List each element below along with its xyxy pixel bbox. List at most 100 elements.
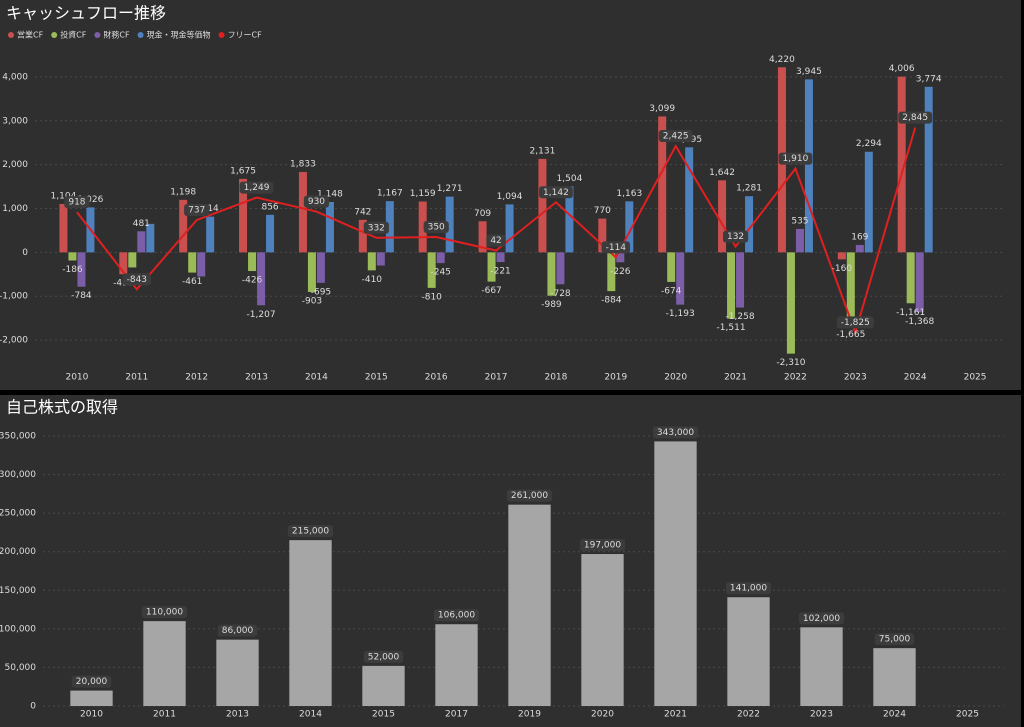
data-label: -728 <box>550 289 571 299</box>
bar <box>206 216 215 253</box>
data-label: 930 <box>308 197 325 207</box>
data-label: -410 <box>362 275 383 285</box>
y-tick-label: 4,000 <box>2 72 28 82</box>
data-label: 20,000 <box>76 677 108 687</box>
data-label: 742 <box>354 207 371 217</box>
bar <box>795 228 804 253</box>
x-tick-label: 2020 <box>591 710 614 720</box>
x-tick-label: 2010 <box>80 710 103 720</box>
data-label: -903 <box>302 296 322 306</box>
data-label: 1,159 <box>410 189 436 199</box>
y-tick-label: 50,000 <box>5 663 37 673</box>
legend-marker <box>8 32 14 38</box>
label-background <box>725 582 772 595</box>
x-tick-label: 2024 <box>883 710 906 720</box>
bar <box>427 252 436 288</box>
data-label: -160 <box>832 264 853 274</box>
label-background <box>798 612 845 625</box>
bar <box>658 116 667 253</box>
bar <box>804 79 813 253</box>
data-label: 709 <box>474 209 491 219</box>
x-tick-label: 2019 <box>604 373 627 383</box>
data-label: 1,642 <box>709 168 735 178</box>
data-label: 52,000 <box>368 652 400 662</box>
bar <box>915 252 924 313</box>
y-tick-label: 3,000 <box>2 116 28 126</box>
data-label: 2,294 <box>856 139 882 149</box>
data-label: 1,148 <box>317 190 343 200</box>
x-tick-label: 2011 <box>125 373 148 383</box>
data-label: 1,271 <box>437 184 463 194</box>
bar <box>727 597 770 706</box>
data-label: -1,161 <box>896 308 925 318</box>
label-background <box>539 186 573 199</box>
data-label: 481 <box>133 219 150 229</box>
data-label: 770 <box>594 206 611 216</box>
data-label: 1,833 <box>290 159 316 169</box>
x-tick-label: 2021 <box>724 373 747 383</box>
data-label: 1,675 <box>230 166 256 176</box>
data-label: 1,167 <box>377 189 403 199</box>
x-tick-label: 2014 <box>299 710 322 720</box>
bar <box>924 86 933 253</box>
data-label: -674 <box>661 286 682 296</box>
bar <box>436 252 445 264</box>
x-tick-label: 2024 <box>904 373 927 383</box>
label-background <box>778 152 813 165</box>
bar <box>289 540 332 706</box>
bar <box>59 203 68 253</box>
bar <box>70 690 113 706</box>
data-label: 737 <box>188 206 205 216</box>
data-label: -221 <box>490 267 510 277</box>
data-label: -186 <box>62 265 83 275</box>
data-label: -884 <box>601 296 622 306</box>
legend-label: フリーCF <box>228 31 263 40</box>
data-label: 343,000 <box>657 428 694 438</box>
bar <box>505 204 514 253</box>
line <box>76 127 917 336</box>
label-background <box>122 273 152 286</box>
data-label: 918 <box>68 198 85 208</box>
data-label: -695 <box>311 287 331 297</box>
bar <box>143 621 186 706</box>
label-background <box>287 525 334 538</box>
bar <box>325 202 334 253</box>
data-label: -2,310 <box>776 358 805 368</box>
y-tick-label: -1,000 <box>0 292 28 302</box>
data-label: 3,774 <box>916 74 942 84</box>
bar <box>616 252 625 263</box>
bar <box>598 218 607 253</box>
y-tick-label: 2,000 <box>2 160 28 170</box>
data-label: 215,000 <box>292 527 329 537</box>
data-label: 102,000 <box>803 614 840 624</box>
label-background <box>486 234 506 247</box>
data-label: -226 <box>610 267 631 277</box>
data-label: 814 <box>202 204 219 214</box>
data-label: 4,220 <box>769 55 795 65</box>
bar <box>745 196 754 253</box>
data-label: 141,000 <box>730 584 767 594</box>
legend-label: 現金・現金等価物 <box>147 30 211 40</box>
bar <box>667 252 676 282</box>
bar <box>837 252 846 260</box>
data-label: -114 <box>606 243 627 253</box>
data-label: -1,665 <box>836 330 865 340</box>
label-background <box>239 181 274 194</box>
data-label: -1,193 <box>666 309 695 319</box>
data-label: 2,425 <box>663 132 689 142</box>
data-label: 2,131 <box>530 146 556 156</box>
bar <box>547 252 556 296</box>
bar <box>565 186 574 253</box>
bar <box>685 147 694 253</box>
bar <box>239 178 248 253</box>
label-background <box>898 111 933 124</box>
y-tick-label: 200,000 <box>0 547 36 557</box>
bar <box>216 639 259 706</box>
data-label: 1,910 <box>783 154 809 164</box>
label-background <box>433 609 480 622</box>
bar <box>727 252 736 319</box>
legend-label: 財務CF <box>103 30 130 40</box>
data-label: 261,000 <box>511 491 548 501</box>
data-label: -784 <box>71 291 92 301</box>
